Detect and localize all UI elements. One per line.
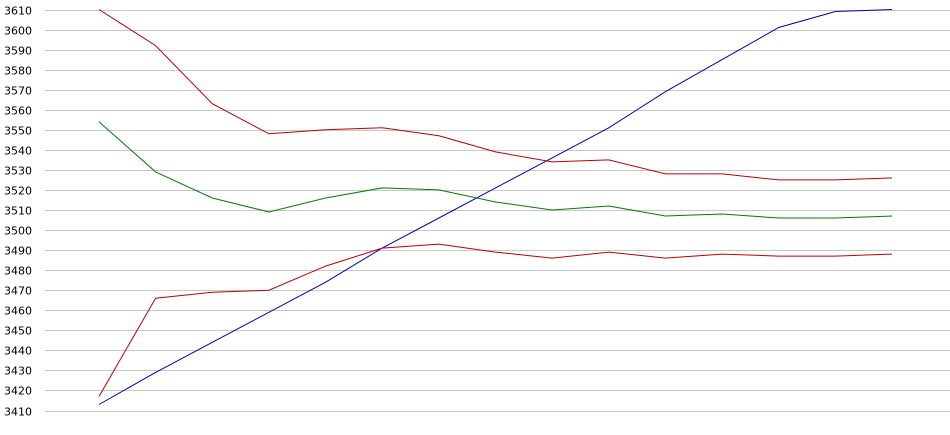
y-tick-label: 3580 — [4, 65, 32, 78]
y-tick-label: 3480 — [4, 265, 32, 278]
y-tick-label: 3410 — [4, 406, 32, 419]
series-line-3 — [98, 121, 893, 219]
y-tick-label: 3530 — [4, 165, 32, 178]
series-lines — [98, 9, 893, 405]
y-tick-label: 3550 — [4, 125, 32, 138]
y-tick-label: 3500 — [4, 225, 32, 238]
y-tick-label: 3600 — [4, 25, 32, 38]
y-tick-label: 3540 — [4, 145, 32, 158]
y-tick-label: 3560 — [4, 105, 32, 118]
series-line-2 — [98, 9, 893, 181]
y-tick-label: 3470 — [4, 285, 32, 298]
y-tick-label: 3590 — [4, 45, 32, 58]
y-tick-label: 3510 — [4, 205, 32, 218]
y-tick-label: 3420 — [4, 385, 32, 398]
y-axis-ticks: 3410 3420 3430 3440 3450 3460 3470 3480 3490 3500… — [4, 5, 32, 419]
y-tick-label: 3490 — [4, 245, 32, 258]
y-tick-label: 3430 — [4, 365, 32, 378]
y-tick-label: 3440 — [4, 345, 32, 358]
series-line-4 — [98, 243, 893, 397]
series-line-1 — [98, 9, 893, 405]
y-tick-label: 3450 — [4, 325, 32, 338]
y-tick-label: 3460 — [4, 305, 32, 318]
y-tick-label: 3570 — [4, 85, 32, 98]
y-tick-label: 3520 — [4, 185, 32, 198]
y-tick-label: 3610 — [4, 5, 32, 18]
gridlines — [45, 10, 950, 412]
